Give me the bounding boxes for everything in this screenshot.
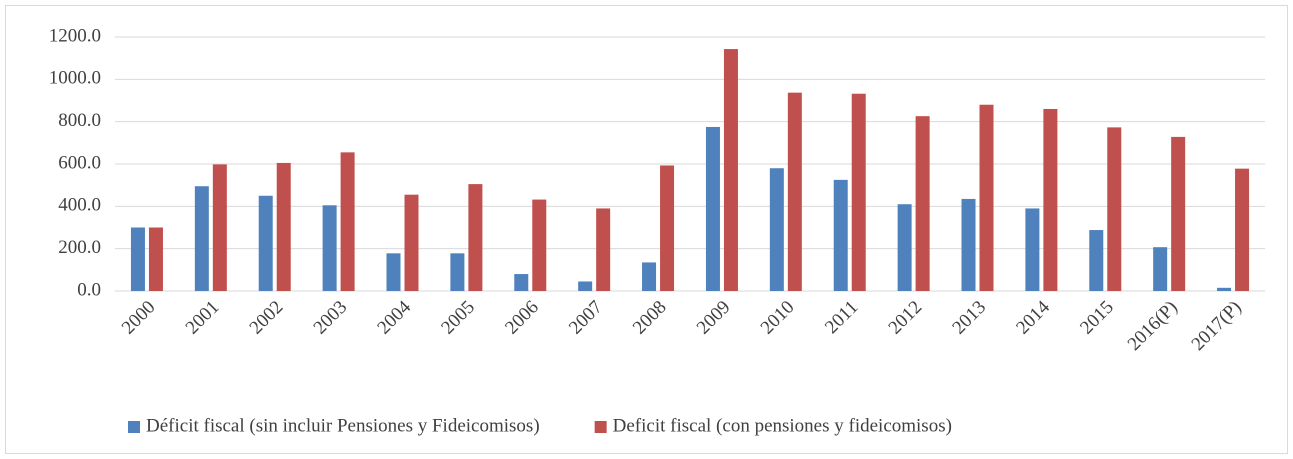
bar xyxy=(1043,108,1058,291)
bar xyxy=(532,199,547,291)
y-tick-label: 200.0 xyxy=(58,237,101,258)
y-tick-label: 800.0 xyxy=(58,110,101,131)
bar xyxy=(1153,247,1168,291)
y-tick-label: 600.0 xyxy=(58,152,101,173)
bar xyxy=(322,205,337,291)
bar xyxy=(596,208,611,291)
y-tick-label: 1000.0 xyxy=(49,68,101,89)
bar xyxy=(276,162,291,291)
bar xyxy=(833,179,848,291)
bar xyxy=(468,184,483,291)
bar xyxy=(851,93,866,291)
bar xyxy=(915,116,930,291)
bar xyxy=(1235,168,1250,291)
bar xyxy=(514,274,529,291)
bar xyxy=(705,126,720,291)
bar xyxy=(148,227,163,291)
y-tick-label: 400.0 xyxy=(58,195,101,216)
y-tick-label: 1200.0 xyxy=(49,25,101,46)
legend-swatch xyxy=(594,421,607,433)
bar xyxy=(1217,287,1232,291)
bar xyxy=(1025,208,1040,291)
bar xyxy=(897,204,912,291)
bar xyxy=(642,262,657,291)
legend-label: Deficit fiscal (con pensiones y fideicom… xyxy=(613,415,952,436)
bar xyxy=(769,168,784,291)
bar xyxy=(212,164,227,291)
bar xyxy=(787,92,802,291)
bar xyxy=(386,253,401,291)
bar xyxy=(130,227,145,291)
bar xyxy=(723,49,738,291)
bar xyxy=(1089,230,1104,291)
bar xyxy=(1171,136,1186,291)
legend-swatch xyxy=(128,421,140,433)
bar xyxy=(450,253,465,291)
bar xyxy=(340,152,355,291)
bar xyxy=(578,281,593,291)
bar xyxy=(258,195,273,291)
bar xyxy=(961,198,976,291)
bar xyxy=(660,165,675,291)
bar xyxy=(404,194,419,291)
bar xyxy=(979,104,994,291)
bar xyxy=(1107,127,1122,291)
y-tick-label: 0.0 xyxy=(77,279,101,300)
bar xyxy=(194,186,209,291)
legend-label: Déficit fiscal (sin incluir Pensiones y … xyxy=(146,415,540,436)
